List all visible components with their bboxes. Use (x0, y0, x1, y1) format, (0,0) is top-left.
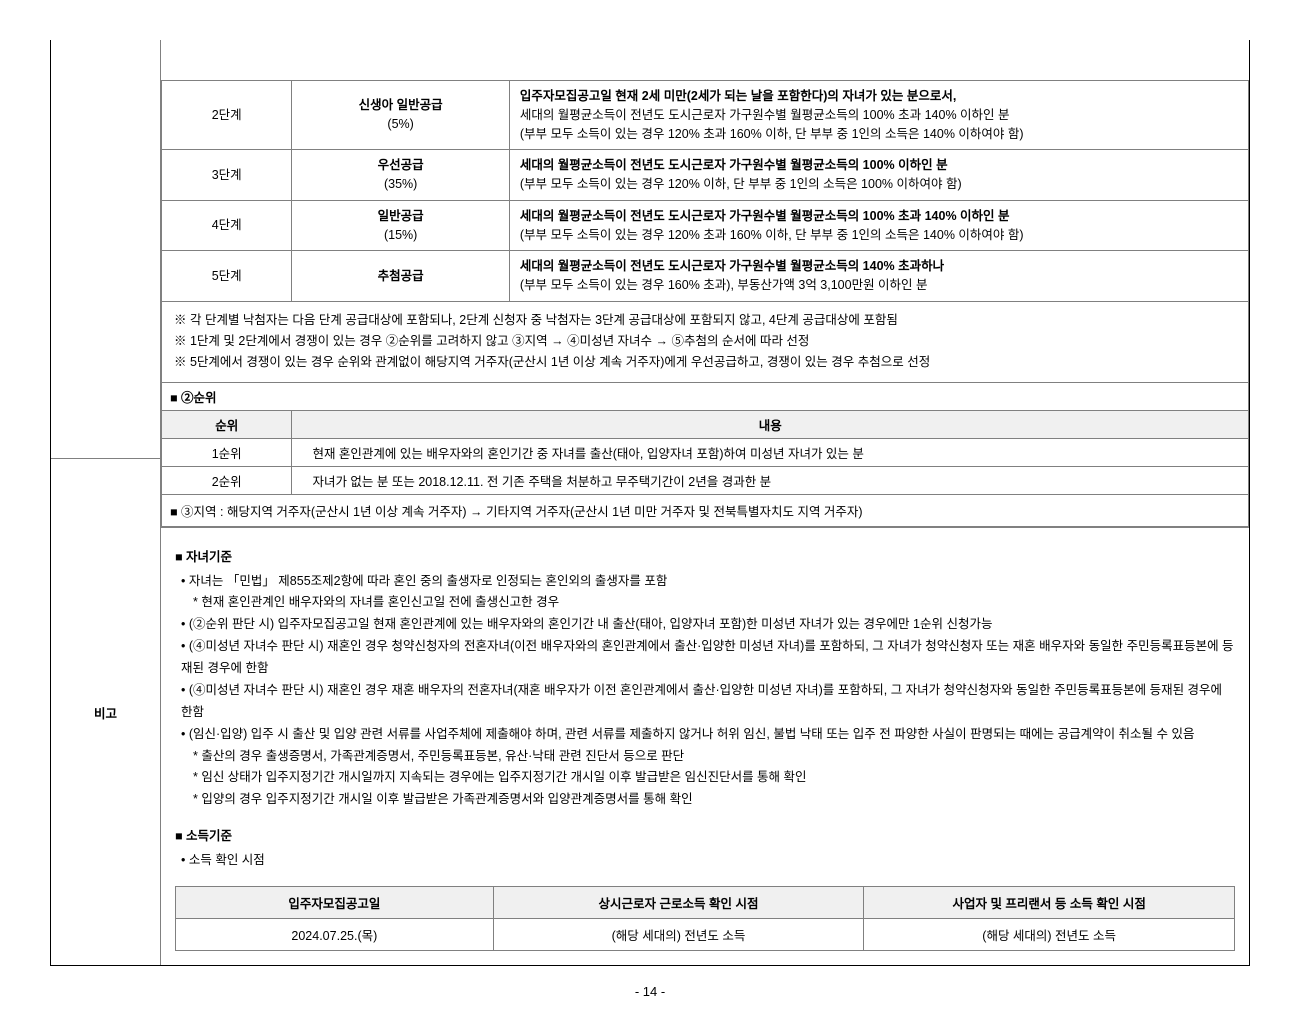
stages-table: 2단계신생아 일반공급(5%)입주자모집공고일 현재 2세 미만(2세가 되는 … (161, 80, 1249, 302)
bullet-line: • 자녀는 「민법」 제855조제2항에 따라 혼인 중의 출생자로 인정되는 … (175, 571, 1235, 593)
rank-table: 순위 내용 1순위 현재 혼인관계에 있는 배우자와의 혼인기간 중 자녀를 출… (161, 410, 1249, 495)
rank-th: 순위 (162, 410, 292, 438)
stage-cell: 2단계 (162, 81, 292, 150)
rank-cell: 현재 혼인관계에 있는 배우자와의 혼인기간 중 자녀를 출산(태아, 입양자녀… (292, 438, 1249, 466)
desc-cell: 세대의 월평균소득이 전년도 도시근로자 가구원수별 월평균소득의 100% 초… (509, 200, 1248, 251)
income-cell: (해당 세대의) 전년도 소득 (864, 919, 1235, 951)
income-cell: (해당 세대의) 전년도 소득 (493, 919, 864, 951)
income-th: 사업자 및 프리랜서 등 소득 확인 시점 (864, 887, 1235, 919)
page-number: - 14 - (50, 984, 1250, 999)
table-row: 2순위 자녀가 없는 분 또는 2018.12.11. 전 기존 주택을 처분하… (162, 466, 1249, 494)
bullet-line: * 출산의 경우 출생증명서, 가족관계증명서, 주민등록표등본, 유산·낙태 … (175, 746, 1235, 768)
desc-cell: 입주자모집공고일 현재 2세 미만(2세가 되는 날을 포함한다)의 자녀가 있… (509, 81, 1248, 150)
income-sub-line: • 소득 확인 시점 (175, 850, 1235, 872)
note-line: ※ 1단계 및 2단계에서 경쟁이 있는 경우 ②순위를 고려하지 않고 ③지역… (174, 331, 1236, 352)
bullet-line: • (②순위 판단 시) 입주자모집공고일 현재 혼인관계에 있는 배우자와의 … (175, 614, 1235, 636)
income-cell: 2024.07.25.(목) (176, 919, 494, 951)
stage-cell: 5단계 (162, 251, 292, 302)
bullet-line: * 임신 상태가 입주지정기간 개시일까지 지속되는 경우에는 입주지정기간 개… (175, 767, 1235, 789)
rank-cell: 자녀가 없는 분 또는 2018.12.11. 전 기존 주택을 처분하고 무주… (292, 466, 1249, 494)
supply-cell: 추첨공급 (292, 251, 509, 302)
bullet-line: * 입양의 경우 입주지정기간 개시일 이후 발급받은 가족관계증명서와 입양관… (175, 789, 1235, 811)
income-th: 입주자모집공고일 (176, 887, 494, 919)
note-line: ※ 5단계에서 경쟁이 있는 경우 순위와 관계없이 해당지역 거주자(군산시 … (174, 352, 1236, 373)
region-line: ■ ③지역 : 해당지역 거주자(군산시 1년 이상 계속 거주자) → 기타지… (161, 495, 1249, 527)
stage-cell: 4단계 (162, 200, 292, 251)
stage-notes: ※ 각 단계별 낙첨자는 다음 단계 공급대상에 포함되나, 2단계 신청자 중… (161, 302, 1249, 383)
rank-cell: 2순위 (162, 466, 292, 494)
supply-cell: 일반공급(15%) (292, 200, 509, 251)
rank-heading: ■ ②순위 (161, 383, 1249, 410)
bullet-line: • (임신·입양) 입주 시 출산 및 입양 관련 서류를 사업주체에 제출해야… (175, 724, 1235, 746)
supply-cell: 우선공급(35%) (292, 150, 509, 201)
table-row: 1순위 현재 혼인관계에 있는 배우자와의 혼인기간 중 자녀를 출산(태아, … (162, 438, 1249, 466)
rank-cell: 1순위 (162, 438, 292, 466)
table-row: 2단계신생아 일반공급(5%)입주자모집공고일 현재 2세 미만(2세가 되는 … (162, 81, 1249, 150)
left-spacer (51, 40, 160, 458)
stage-cell: 3단계 (162, 150, 292, 201)
left-label-column: 비고 (51, 40, 161, 965)
income-th: 상시근로자 근로소득 확인 시점 (493, 887, 864, 919)
table-row: 5단계추첨공급세대의 월평균소득이 전년도 도시근로자 가구원수별 월평균소득의… (162, 251, 1249, 302)
supply-cell: 신생아 일반공급(5%) (292, 81, 509, 150)
right-content: 2단계신생아 일반공급(5%)입주자모집공고일 현재 2세 미만(2세가 되는 … (161, 40, 1249, 965)
desc-cell: 세대의 월평균소득이 전년도 도시근로자 가구원수별 월평균소득의 100% 이… (509, 150, 1248, 201)
table-row: 2024.07.25.(목) (해당 세대의) 전년도 소득 (해당 세대의) … (176, 919, 1235, 951)
child-heading: ■ 자녀기준 (175, 546, 1235, 565)
bullet-line: • (④미성년 자녀수 판단 시) 재혼인 경우 재혼 배우자의 전혼자녀(재혼… (175, 680, 1235, 724)
note-line: ※ 각 단계별 낙첨자는 다음 단계 공급대상에 포함되나, 2단계 신청자 중… (174, 310, 1236, 331)
income-heading: ■ 소득기준 (175, 825, 1235, 844)
document-frame: 비고 2단계신생아 일반공급(5%)입주자모집공고일 현재 2세 미만(2세가 … (50, 40, 1250, 966)
bullet-line: * 현재 혼인관계인 배우자와의 자녀를 혼인신고일 전에 출생신고한 경우 (175, 592, 1235, 614)
table-row: 4단계일반공급(15%)세대의 월평균소득이 전년도 도시근로자 가구원수별 월… (162, 200, 1249, 251)
desc-cell: 세대의 월평균소득이 전년도 도시근로자 가구원수별 월평균소득의 140% 초… (509, 251, 1248, 302)
left-label-bigo: 비고 (51, 458, 160, 965)
bullet-line: • (④미성년 자녀수 판단 시) 재혼인 경우 청약신청자의 전혼자녀(이전 … (175, 636, 1235, 680)
table-row: 3단계우선공급(35%)세대의 월평균소득이 전년도 도시근로자 가구원수별 월… (162, 150, 1249, 201)
income-sub: • 소득 확인 시점 (175, 850, 1235, 872)
child-bullets: • 자녀는 「민법」 제855조제2항에 따라 혼인 중의 출생자로 인정되는 … (175, 571, 1235, 812)
rank-th: 내용 (292, 410, 1249, 438)
bottom-section: ■ 자녀기준 • 자녀는 「민법」 제855조제2항에 따라 혼인 중의 출생자… (161, 527, 1249, 966)
